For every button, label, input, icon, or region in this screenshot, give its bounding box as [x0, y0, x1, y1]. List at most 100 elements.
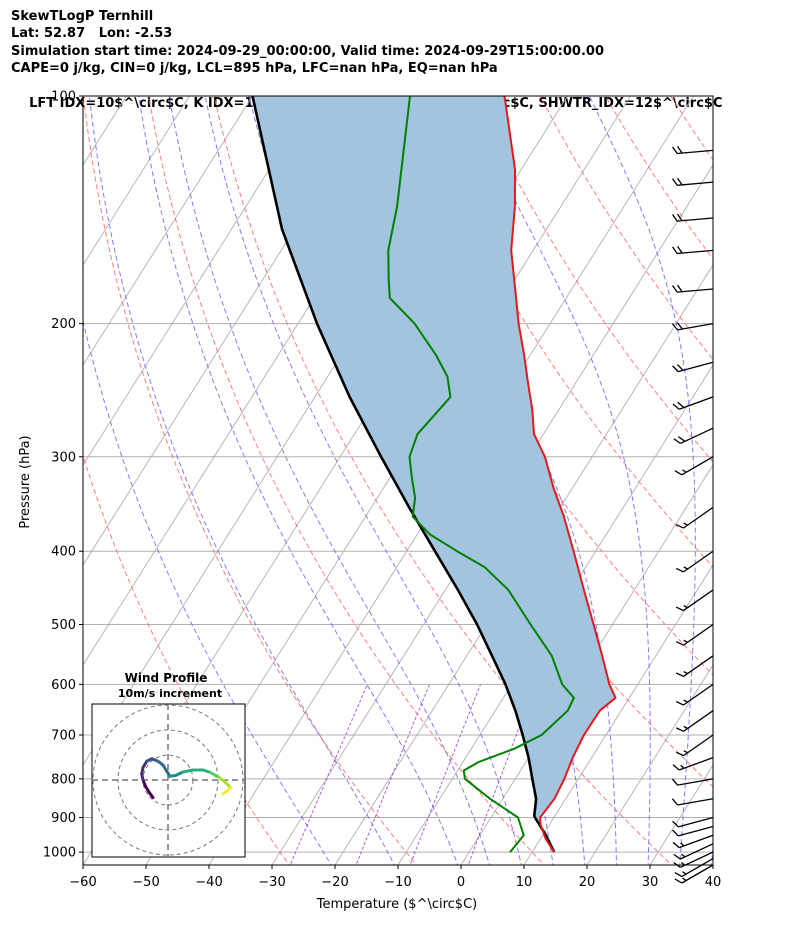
wind-barb-shaft — [683, 550, 714, 573]
wind-barb — [675, 683, 714, 706]
mixing-ratio-line — [289, 684, 368, 865]
wind-barb-flag — [674, 470, 683, 476]
wind-barbs — [671, 146, 714, 884]
wind-barb-flag — [672, 841, 680, 849]
wind-barb — [671, 322, 714, 331]
y-tick-label: 1000 — [43, 846, 76, 861]
wind-barb-flag — [675, 751, 684, 757]
wind-barb — [672, 146, 714, 155]
moist-adiabat — [168, 96, 491, 865]
wind-barb-shaft — [681, 864, 714, 884]
wind-barb — [672, 361, 714, 373]
wind-barb-shaft — [681, 858, 714, 878]
wind-barb-flag — [672, 246, 678, 254]
wind-barb — [674, 864, 714, 884]
wind-barb-shaft — [677, 288, 714, 293]
wind-barb-flag — [672, 285, 678, 293]
hodograph-subtitle: 10m/s increment — [118, 687, 222, 700]
wind-barb-shaft — [678, 816, 714, 828]
wind-barb-half — [680, 842, 685, 847]
profile-lines — [251, 96, 617, 853]
wind-barb-flag — [677, 436, 686, 442]
wind-barb-flag — [676, 246, 683, 254]
y-tick-label: 200 — [51, 317, 76, 332]
moist-adiabat — [138, 96, 459, 865]
wind-barb — [675, 589, 714, 612]
wind-barb-flag — [672, 764, 680, 771]
wind-barb — [675, 734, 714, 757]
wind-barb-shaft — [677, 778, 714, 786]
wind-barb-half — [683, 699, 688, 703]
x-axis-label: Temperature ($^\circ$C) — [316, 897, 477, 912]
wind-barb-shaft — [680, 427, 714, 444]
wind-barb — [672, 213, 714, 222]
wind-barb-flag — [676, 364, 684, 371]
wind-barb-flag — [674, 878, 683, 884]
wind-barb-half — [683, 725, 688, 730]
wind-barb-flag — [677, 401, 685, 408]
header-times: Simulation start time: 2024-09-29_00:00:… — [11, 43, 604, 59]
wind-barb-half — [683, 566, 688, 570]
header-title: SkewTLogP Ternhill — [11, 9, 154, 24]
x-tick-label: −30 — [258, 875, 285, 890]
wind-barb-shaft — [683, 589, 714, 612]
wind-barb-flag — [671, 323, 679, 331]
wind-barb-shaft — [677, 181, 714, 186]
wind-barb-flag — [676, 284, 683, 293]
wind-barb-half — [680, 764, 685, 769]
wind-barb-shaft — [678, 361, 714, 373]
y-tick-label: 400 — [51, 545, 76, 560]
wind-barb — [675, 710, 714, 732]
dry-adiabat — [213, 96, 673, 865]
wind-barb-flag — [676, 322, 683, 330]
dewpoint-line — [387, 96, 575, 853]
x-tick-label: −40 — [195, 875, 222, 890]
dry-adiabat — [604, 96, 713, 260]
hodograph-segment — [181, 768, 195, 774]
wind-barb-flag — [673, 853, 681, 860]
moist-adiabat — [710, 843, 713, 865]
isotherm-line — [649, 764, 713, 865]
isotherm-line — [83, 96, 316, 466]
wind-barb — [671, 778, 714, 786]
dry-adiabat — [539, 96, 713, 361]
dry-adiabat — [409, 96, 713, 568]
temperature-line — [503, 96, 617, 853]
isotherm-line — [83, 96, 190, 266]
wind-barb — [672, 396, 714, 410]
parcel-line — [251, 96, 556, 853]
x-tick-label: 40 — [705, 875, 722, 890]
wind-barb — [673, 427, 714, 444]
wind-barb-flag — [675, 606, 684, 612]
isotherm-line — [523, 564, 713, 865]
wind-barb — [671, 798, 714, 806]
wind-barb-shaft — [677, 217, 714, 222]
x-tick-label: −20 — [321, 875, 348, 890]
wind-barb-flag — [672, 403, 680, 410]
wind-barb-half — [682, 871, 687, 875]
y-tick-label: 300 — [51, 450, 76, 465]
wind-barb-shaft — [678, 396, 714, 410]
header-location: Lat: 52.87 Lon: -2.53 — [11, 26, 173, 42]
y-tick-label: 700 — [51, 728, 76, 743]
moist-adiabat — [83, 318, 332, 865]
wind-barb-shaft — [683, 655, 714, 677]
wind-barb — [674, 858, 714, 878]
wind-barb-half — [683, 750, 688, 754]
wind-barb — [675, 550, 714, 573]
mixing-ratio-line — [409, 684, 482, 865]
wind-barb-flag — [671, 798, 679, 806]
wind-barb-flag — [675, 567, 684, 573]
dry-adiabat — [736, 96, 794, 868]
wind-barb-flag — [674, 871, 683, 878]
isotherm-line — [83, 96, 253, 366]
cape-fill-layer — [252, 96, 616, 853]
wind-barb-shaft — [678, 757, 714, 771]
isotherm-line — [334, 264, 713, 865]
wind-barb — [675, 623, 714, 646]
wind-barb-flag — [676, 213, 683, 222]
wind-barb-flag — [671, 778, 679, 786]
x-tick-label: −50 — [132, 875, 159, 890]
y-tick-label: 500 — [51, 618, 76, 633]
